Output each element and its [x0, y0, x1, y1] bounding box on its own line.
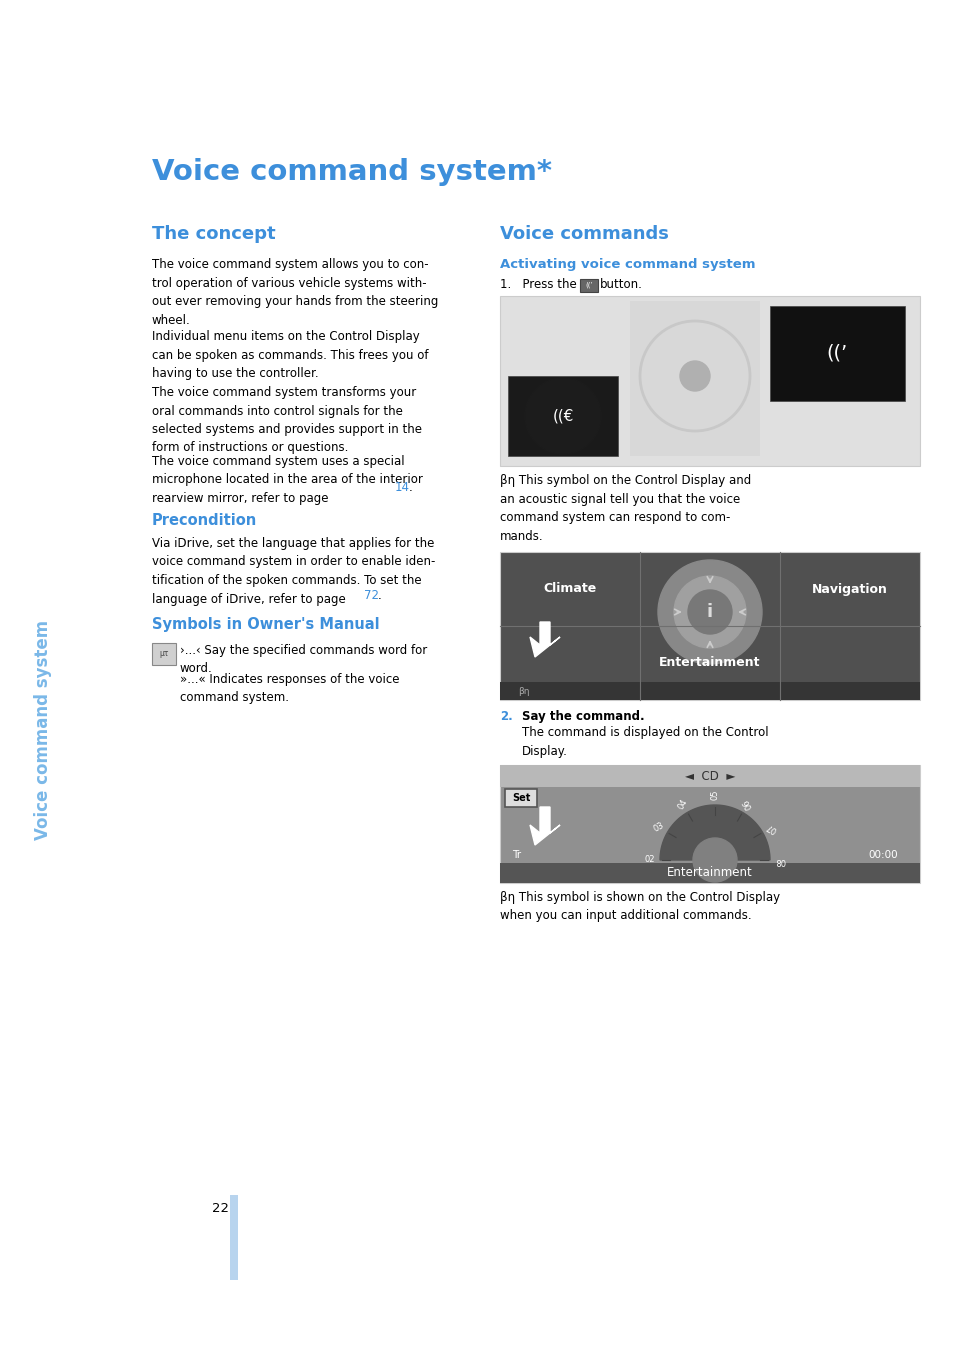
Text: 22: 22 — [212, 1202, 229, 1215]
Text: 14: 14 — [395, 481, 410, 494]
Bar — [507, 376, 618, 457]
Text: Symbols in Owner's Manual: Symbols in Owner's Manual — [152, 617, 379, 632]
Text: Voice command system: Voice command system — [34, 620, 52, 840]
Text: The command is displayed on the Control
Display.: The command is displayed on the Control … — [521, 725, 768, 758]
Text: Individual menu items on the Control Display
can be spoken as commands. This fre: Individual menu items on the Control Dis… — [152, 330, 428, 380]
Bar — [499, 296, 919, 466]
Text: The voice command system allows you to con-
trol operation of various vehicle sy: The voice command system allows you to c… — [152, 258, 438, 327]
Bar — [769, 305, 904, 401]
Text: μτ: μτ — [159, 650, 169, 658]
Text: i: i — [706, 603, 712, 621]
Text: button.: button. — [599, 278, 642, 290]
Text: .: . — [377, 589, 381, 603]
Text: Via iDrive, set the language that applies for the
voice command system in order : Via iDrive, set the language that applie… — [152, 536, 435, 605]
Text: ((’: ((’ — [825, 343, 846, 362]
Bar — [629, 301, 760, 457]
Text: The voice command system transforms your
oral commands into control signals for : The voice command system transforms your… — [152, 386, 421, 454]
Polygon shape — [530, 621, 559, 657]
Text: The concept: The concept — [152, 226, 275, 243]
Text: 05: 05 — [710, 790, 719, 800]
Circle shape — [658, 561, 761, 663]
Text: Entertainment: Entertainment — [666, 866, 752, 880]
Bar — [499, 863, 919, 884]
Text: The voice command system uses a special
microphone located in the area of the in: The voice command system uses a special … — [152, 455, 422, 505]
Bar — [499, 553, 919, 700]
Text: Navigation: Navigation — [811, 582, 887, 596]
Bar — [230, 1196, 237, 1279]
Text: 04: 04 — [676, 797, 688, 811]
Text: Voice commands: Voice commands — [499, 226, 668, 243]
Circle shape — [692, 838, 737, 882]
Bar — [499, 682, 919, 700]
Text: 07: 07 — [763, 821, 778, 834]
Text: 03: 03 — [651, 821, 665, 834]
Circle shape — [524, 378, 600, 454]
Circle shape — [673, 576, 745, 648]
Text: Set: Set — [511, 793, 530, 802]
Circle shape — [679, 361, 709, 390]
Text: ›...‹ Say the specified commands word for
word.: ›...‹ Say the specified commands word fo… — [180, 644, 427, 676]
Text: βη This symbol is shown on the Control Display
when you can input additional com: βη This symbol is shown on the Control D… — [499, 892, 780, 923]
Bar — [579, 280, 598, 292]
Polygon shape — [659, 805, 769, 861]
Bar — [499, 765, 919, 788]
Text: 00:00: 00:00 — [867, 850, 897, 861]
Text: Tr: Tr — [512, 850, 520, 861]
Text: βη: βη — [517, 686, 529, 696]
Text: 06: 06 — [740, 797, 753, 811]
Bar — [504, 789, 537, 807]
Text: 08: 08 — [774, 855, 784, 865]
Text: ◄  CD  ►: ◄ CD ► — [684, 770, 735, 782]
Polygon shape — [530, 807, 559, 844]
Text: Precondition: Precondition — [152, 513, 257, 528]
Text: 02: 02 — [644, 855, 655, 865]
Text: ((€: ((€ — [552, 408, 573, 423]
Text: βη This symbol on the Control Display and
an acoustic signal tell you that the v: βη This symbol on the Control Display an… — [499, 474, 750, 543]
Text: »...« Indicates responses of the voice
command system.: »...« Indicates responses of the voice c… — [180, 673, 399, 704]
Text: Say the command.: Say the command. — [521, 711, 644, 723]
Text: ((’: ((’ — [584, 282, 592, 288]
Text: Climate: Climate — [543, 582, 596, 596]
Text: Voice command system*: Voice command system* — [152, 158, 552, 186]
Text: .: . — [409, 481, 413, 494]
Bar — [152, 643, 175, 665]
Bar — [499, 765, 919, 884]
Text: 72: 72 — [364, 589, 378, 603]
Text: Entertainment: Entertainment — [659, 657, 760, 670]
Text: Activating voice command system: Activating voice command system — [499, 258, 755, 272]
Text: 2.: 2. — [499, 711, 512, 723]
Text: 1.   Press the: 1. Press the — [499, 278, 577, 290]
Circle shape — [687, 590, 731, 634]
